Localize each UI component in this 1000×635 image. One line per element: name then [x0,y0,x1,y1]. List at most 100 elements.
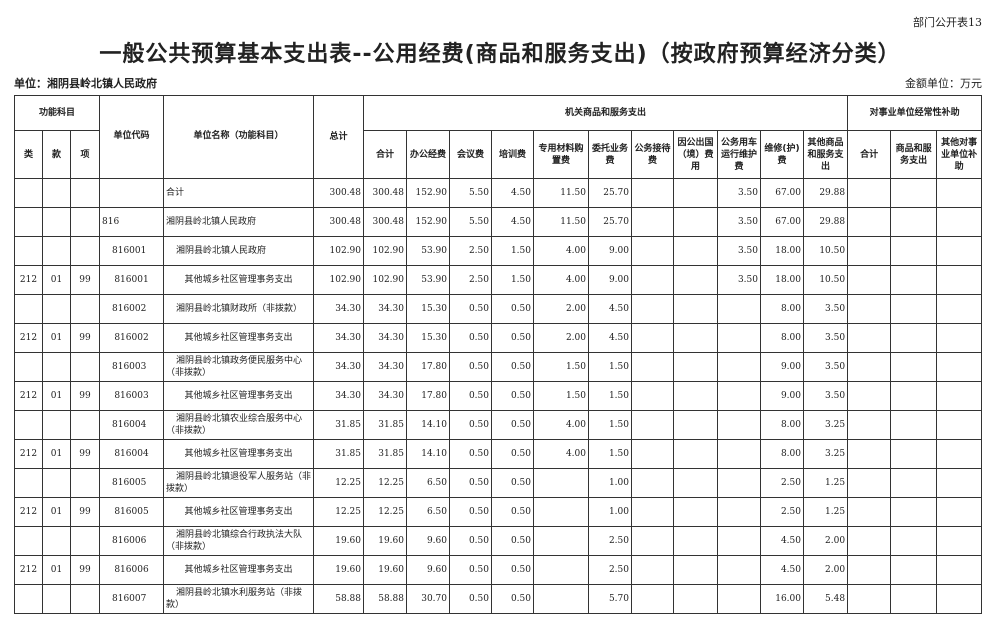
cell-value: 0.50 [491,439,534,469]
header-org-col: 办公经费 [406,130,450,179]
cell-name: 其他城乡社区管理事务支出 [163,497,314,527]
header-org-col: 合计 [363,130,407,179]
cell-value: 34.30 [313,381,364,411]
cell-xiang [70,352,100,382]
header-org-col: 因公出国（境）费用 [673,130,718,179]
header-sub-col: 商品和服务支出 [890,130,938,179]
cell-lei: 212 [14,555,43,585]
cell-value [936,439,983,469]
cell-xiang: 99 [70,265,100,295]
cell-value [631,381,674,411]
cell-kuan [42,468,71,498]
cell-value [936,352,983,382]
cell-value [673,207,718,237]
cell-value [936,323,983,353]
cell-value [631,294,674,324]
cell-value [936,468,983,498]
cell-code: 816003 [99,381,164,411]
cell-value: 2.50 [449,236,492,266]
cell-value: 1.50 [533,352,589,382]
cell-value: 9.60 [406,555,450,585]
cell-value: 0.50 [491,352,534,382]
cell-value: 2.00 [533,294,589,324]
table-row: 212 01 99 816006 其他城乡社区管理事务支出 19.60 19.60 9.60 0… [14,555,983,585]
cell-value [673,584,718,614]
header-lei: 类 [14,130,43,179]
cell-lei: 212 [14,381,43,411]
cell-value [890,265,938,295]
cell-value: 17.80 [406,352,450,382]
unit-label: 单位：湘阴县岭北镇人民政府 [14,77,157,90]
cell-value [936,207,983,237]
cell-value: 58.88 [313,584,364,614]
cell-value [631,526,674,556]
cell-value: 1.50 [588,410,632,440]
cell-value: 300.48 [363,178,407,208]
cell-code: 816004 [99,439,164,469]
cell-name: 湘阴县岭北镇政务便民服务中心（非拨款） [163,352,314,382]
cell-value: 2.00 [802,555,849,585]
cell-value [936,294,983,324]
cell-value [673,265,718,295]
cell-value [847,555,892,585]
cell-code: 816003 [99,352,164,382]
cell-value [673,526,718,556]
cell-xiang: 99 [70,323,100,353]
cell-name: 湘阴县岭北镇人民政府 [163,207,314,237]
header-xiang: 项 [70,130,100,179]
cell-value: 19.60 [313,526,364,556]
cell-value [890,381,938,411]
cell-value: 17.80 [406,381,450,411]
cell-value: 18.00 [760,265,804,295]
table-row: 816005 湘阴县岭北镇退役军人服务站（非拨款） 12.25 12.25 6.50 0.… [14,468,983,498]
cell-value [533,526,589,556]
cell-value [717,352,761,382]
cell-value: 4.00 [533,265,589,295]
header-sub-col: 其他对事业单位补助 [936,130,983,179]
cell-value [847,381,892,411]
cell-value [717,410,761,440]
cell-value [890,584,938,614]
cell-value [631,265,674,295]
cell-value: 30.70 [406,584,450,614]
table-row: 816004 湘阴县岭北镇农业综合服务中心（非拨款） 31.85 31.85 14.10… [14,410,983,440]
cell-name: 湘阴县岭北镇人民政府 [163,236,314,266]
cell-value: 12.25 [363,497,407,527]
cell-value: 29.88 [802,207,849,237]
cell-value [673,178,718,208]
cell-value: 4.50 [491,207,534,237]
cell-value [673,381,718,411]
cell-value: 1.50 [491,265,534,295]
cell-code: 816001 [99,236,164,266]
header-total: 总计 [313,95,364,179]
table-row: 816007 湘阴县岭北镇水利服务站（非拨款） 58.88 58.88 30.70 0.5… [14,584,983,614]
cell-value: 31.85 [363,410,407,440]
cell-value: 102.90 [363,265,407,295]
cell-value: 8.00 [760,410,804,440]
cell-value: 0.50 [449,439,492,469]
cell-name: 其他城乡社区管理事务支出 [163,265,314,295]
cell-value: 8.00 [760,323,804,353]
cell-kuan [42,584,71,614]
cell-value: 3.50 [717,207,761,237]
cell-value: 9.00 [760,352,804,382]
cell-value: 34.30 [363,352,407,382]
cell-name: 湘阴县岭北镇退役军人服务站（非拨款） [163,468,314,498]
cell-value [847,410,892,440]
cell-value: 19.60 [313,555,364,585]
cell-value: 58.88 [363,584,407,614]
cell-value [673,410,718,440]
cell-value [847,468,892,498]
cell-value [847,236,892,266]
cell-value: 9.60 [406,526,450,556]
cell-value: 9.00 [760,381,804,411]
cell-value [717,381,761,411]
cell-value [717,555,761,585]
cell-name: 湘阴县岭北镇农业综合服务中心（非拨款） [163,410,314,440]
cell-code: 816002 [99,323,164,353]
cell-name: 其他城乡社区管理事务支出 [163,439,314,469]
cell-lei: 212 [14,497,43,527]
cell-value: 152.90 [406,178,450,208]
table-row: 合计 300.48 300.48 152.90 5.50 4.50 11.50 25.70 3.… [14,178,983,208]
cell-value [717,526,761,556]
